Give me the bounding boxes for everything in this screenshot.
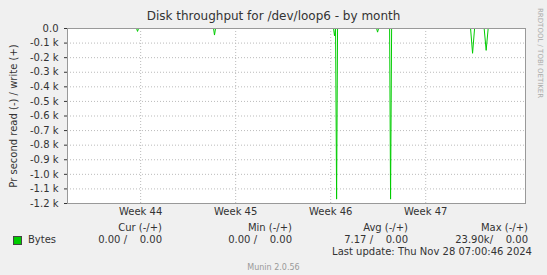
svg-text:-0.5 k: -0.5 k	[30, 96, 59, 107]
html-text:Bytes: Bytes	[28, 234, 57, 245]
svg-text:-0.3 k: -0.3 k	[30, 66, 59, 77]
svg-text:0.0: 0.0	[43, 23, 59, 34]
svg-text:-1.1 k: -1.1 k	[30, 183, 59, 194]
svg-text:Week 44: Week 44	[119, 206, 162, 217]
html-text:Cur (-/+): Cur (-/+)	[118, 222, 162, 233]
svg-text:-0.2 k: -0.2 k	[30, 52, 59, 63]
svg-text:-1.0 k: -1.0 k	[30, 169, 59, 180]
html-text:Disk throughput for /dev/loop6: Disk throughput for /dev/loop6 - by mont…	[146, 9, 401, 23]
svg-text:-1.2 k: -1.2 k	[30, 198, 59, 209]
html-text:Avg (-/+): Avg (-/+)	[363, 222, 408, 233]
html-text:7.17 / 0.00: 7.17 / 0.00	[344, 234, 408, 245]
html-text:0.00 / 0.00: 0.00 / 0.00	[98, 234, 162, 245]
svg-text:Week 47: Week 47	[404, 206, 447, 217]
html-text:Munin 2.0.56: Munin 2.0.56	[247, 263, 300, 272]
svg-text:Pr second read (-) / write (+): Pr second read (-) / write (+)	[8, 44, 19, 187]
svg-text:-0.8 k: -0.8 k	[30, 139, 59, 150]
html-text:23.90k/ 0.00: 23.90k/ 0.00	[455, 234, 528, 245]
svg-text:-0.1 k: -0.1 k	[30, 37, 59, 48]
html-text:Min (-/+): Min (-/+)	[247, 222, 292, 233]
svg-text:Week 46: Week 46	[309, 206, 352, 217]
html-text:0.00 / 0.00: 0.00 / 0.00	[228, 234, 292, 245]
svg-text:-0.6 k: -0.6 k	[30, 110, 59, 121]
svg-text:-0.7 k: -0.7 k	[30, 125, 59, 136]
html-text:Max (-/+): Max (-/+)	[481, 222, 528, 233]
svg-text:Week 45: Week 45	[214, 206, 257, 217]
html-text:Last update: Thu Nov 28 07:00:: Last update: Thu Nov 28 07:00:46 2024	[332, 246, 532, 257]
svg-text:-0.4 k: -0.4 k	[30, 81, 59, 92]
svg-text:-0.9 k: -0.9 k	[30, 154, 59, 165]
html-text:RRDTOOL / TOBI OETIKER: RRDTOOL / TOBI OETIKER	[536, 8, 544, 99]
